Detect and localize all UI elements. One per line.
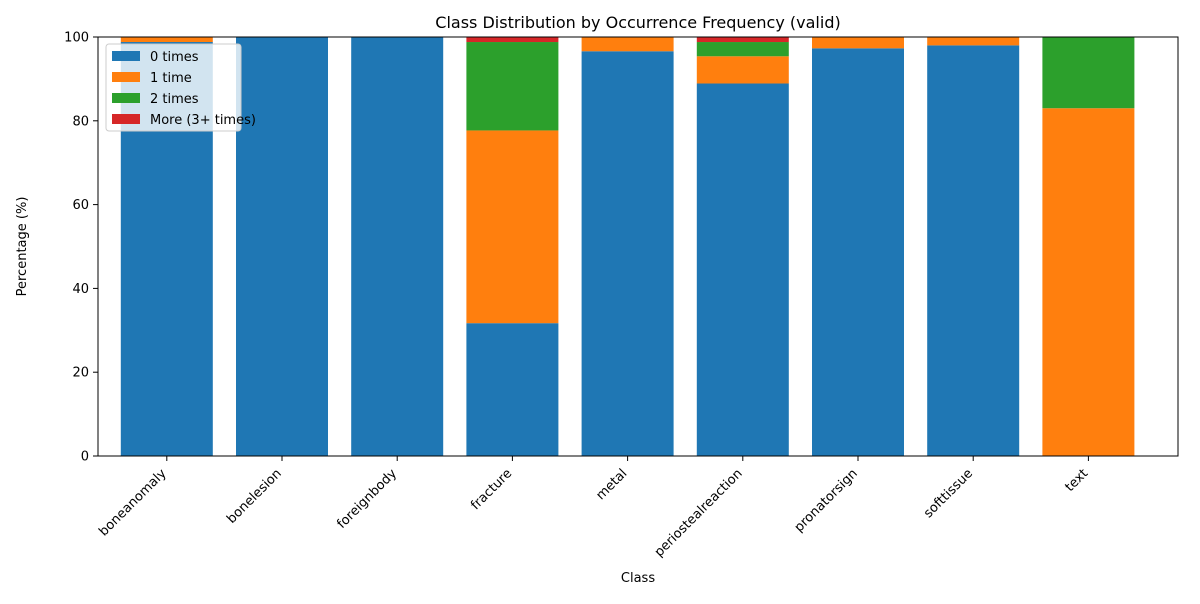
x-tick-label-text: text bbox=[1062, 466, 1091, 495]
bar-periostealreaction-series-1 bbox=[696, 56, 789, 84]
y-tick-label-60: 60 bbox=[72, 198, 89, 213]
x-tick-label-pronatorsign: pronatorsign bbox=[792, 466, 861, 535]
bar-fracture-series-1 bbox=[466, 130, 559, 324]
bar-text-series-2 bbox=[1042, 37, 1135, 109]
bar-boneanomaly-series-1 bbox=[120, 37, 213, 43]
y-tick-label-20: 20 bbox=[72, 366, 89, 381]
y-tick-label-80: 80 bbox=[72, 114, 89, 129]
bar-pronatorsign-series-0 bbox=[812, 48, 904, 457]
legend-label-3: More (3+ times) bbox=[150, 113, 256, 128]
bar-periostealreaction-series-0 bbox=[696, 83, 789, 456]
y-tick-label-0: 0 bbox=[81, 450, 89, 465]
chart-title: Class Distribution by Occurrence Frequen… bbox=[435, 13, 840, 32]
legend-swatch-1 bbox=[112, 72, 140, 82]
bar-pronatorsign-series-1 bbox=[812, 37, 904, 49]
bar-softtissue-series-0 bbox=[927, 45, 1020, 456]
y-axis-label: Percentage (%) bbox=[15, 197, 30, 297]
x-tick-label-fracture: fracture bbox=[468, 466, 515, 513]
bar-fracture-series-2 bbox=[466, 42, 559, 131]
x-axis: boneanomaly bonelesion foreignbody fracture… bbox=[96, 456, 1091, 560]
x-tick-label-periostealreaction: periostealreaction bbox=[652, 466, 746, 560]
bar-softtissue-series-1 bbox=[927, 37, 1020, 46]
legend-swatch-0 bbox=[112, 51, 140, 61]
legend-swatch-2 bbox=[112, 93, 140, 103]
bar-text-series-1 bbox=[1042, 108, 1135, 456]
legend-label-2: 2 times bbox=[150, 92, 199, 107]
bar-metal-series-0 bbox=[581, 51, 674, 456]
bar-periostealreaction-series-2 bbox=[696, 42, 789, 57]
bar-fracture-series-0 bbox=[466, 323, 559, 456]
y-axis: 0 20 40 60 80 100 bbox=[64, 31, 98, 465]
plot-frame bbox=[97, 36, 1179, 457]
y-tick-label-100: 100 bbox=[64, 31, 89, 46]
legend: 0 times 1 time 2 times More (3+ times) bbox=[105, 43, 256, 132]
bars-layer bbox=[120, 37, 1135, 457]
bar-periostealreaction-series-3 bbox=[696, 37, 789, 43]
bar-metal-series-1 bbox=[581, 37, 674, 52]
x-tick-label-metal: metal bbox=[593, 466, 630, 503]
legend-box bbox=[105, 43, 242, 132]
bar-foreignbody-series-0 bbox=[351, 37, 444, 456]
x-tick-label-foreignbody: foreignbody bbox=[334, 466, 400, 532]
bar-fracture-series-3 bbox=[466, 37, 559, 43]
legend-swatch-3 bbox=[112, 114, 140, 124]
bar-bonelesion-series-0 bbox=[236, 37, 328, 456]
x-tick-label-bonelesion: bonelesion bbox=[224, 466, 285, 527]
x-axis-label: Class bbox=[621, 571, 655, 586]
legend-label-1: 1 time bbox=[150, 71, 192, 86]
x-tick-label-boneanomaly: boneanomaly bbox=[96, 466, 169, 539]
y-tick-label-40: 40 bbox=[72, 282, 89, 297]
x-tick-label-softtissue: softtissue bbox=[921, 466, 976, 521]
legend-label-0: 0 times bbox=[150, 50, 199, 65]
